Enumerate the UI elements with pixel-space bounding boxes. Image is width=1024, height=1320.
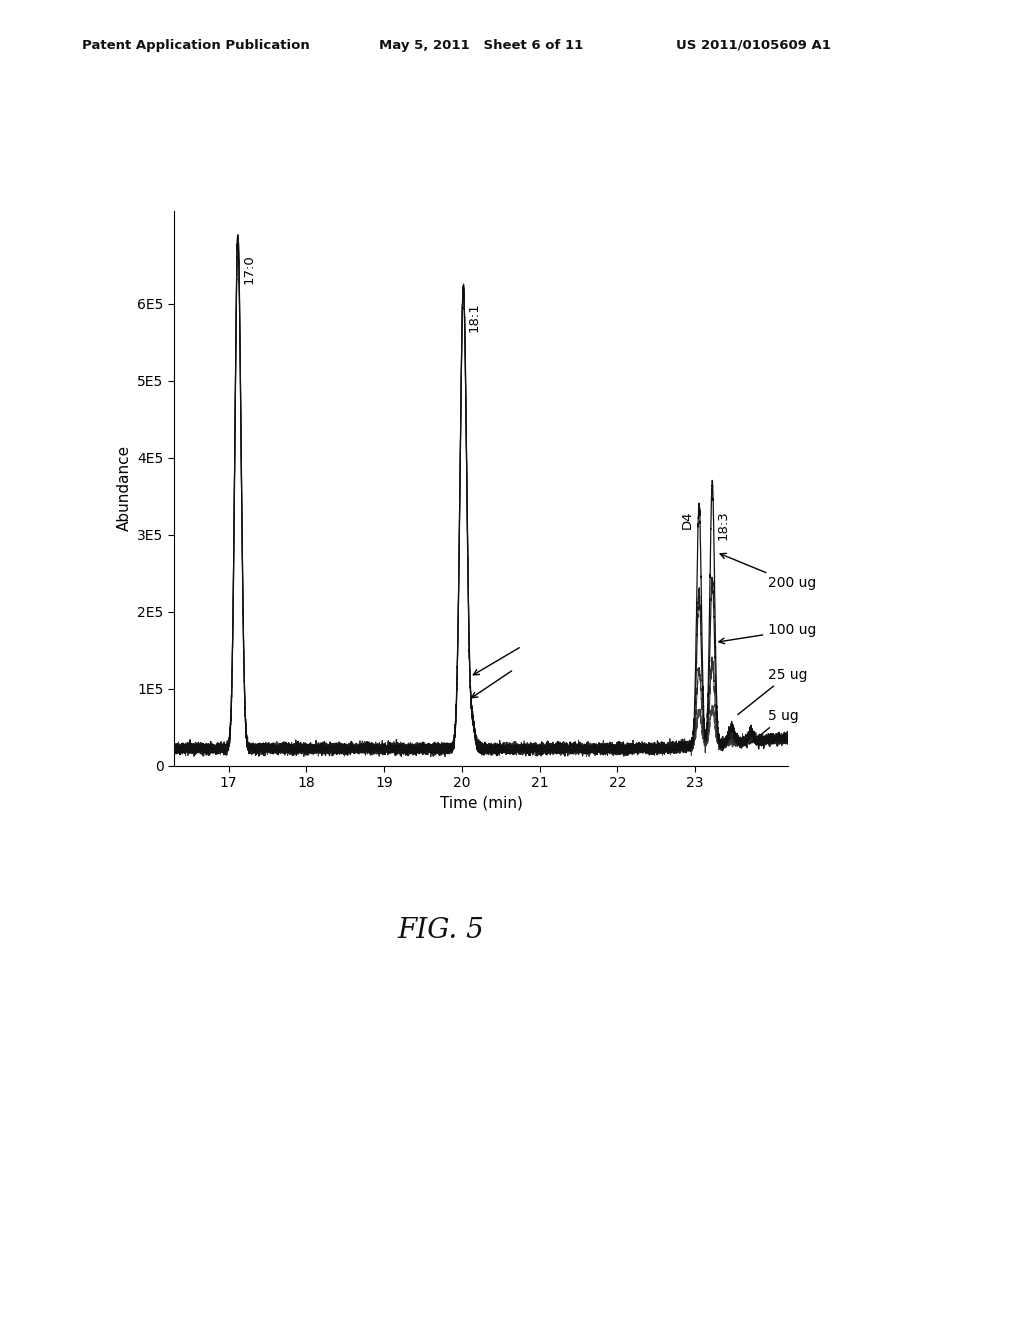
X-axis label: Time (min): Time (min)	[440, 796, 522, 810]
Text: 5 ug: 5 ug	[750, 709, 799, 744]
Text: May 5, 2011   Sheet 6 of 11: May 5, 2011 Sheet 6 of 11	[379, 38, 583, 51]
Text: D4: D4	[681, 511, 693, 529]
Y-axis label: Abundance: Abundance	[117, 445, 132, 532]
Text: 18:3: 18:3	[717, 511, 730, 540]
Text: Patent Application Publication: Patent Application Publication	[82, 38, 309, 51]
Text: 25 ug: 25 ug	[737, 668, 808, 714]
Text: FIG. 5: FIG. 5	[397, 917, 483, 944]
Text: US 2011/0105609 A1: US 2011/0105609 A1	[676, 38, 830, 51]
Text: 17:0: 17:0	[243, 253, 256, 284]
Text: 18:1: 18:1	[468, 302, 481, 333]
Text: 100 ug: 100 ug	[719, 623, 816, 644]
Text: 200 ug: 200 ug	[720, 553, 816, 590]
